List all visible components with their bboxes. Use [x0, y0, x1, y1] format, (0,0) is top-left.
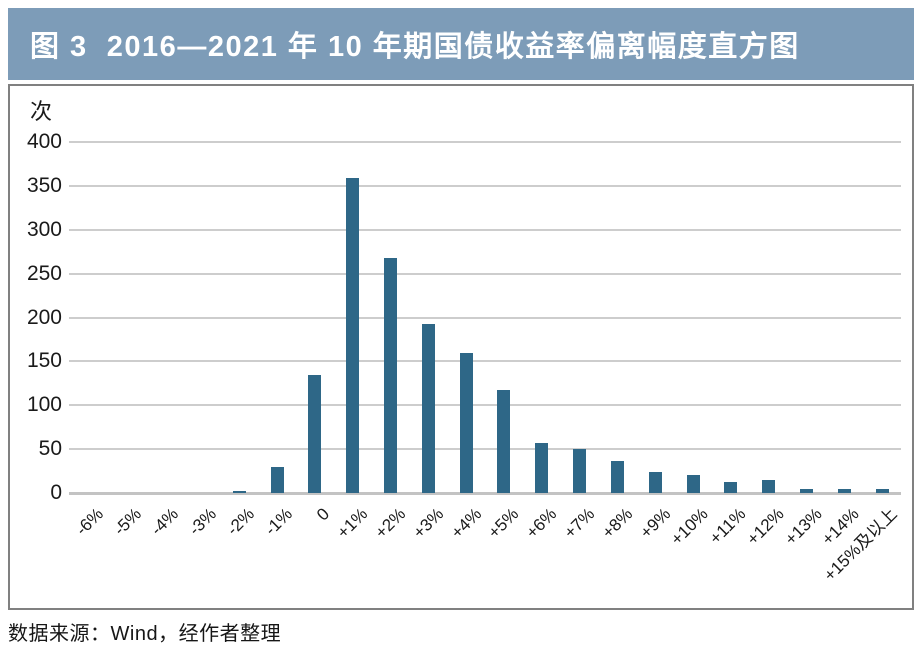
gridline: [69, 272, 901, 275]
x-tick-label: +2%: [371, 504, 410, 543]
bar: [573, 449, 587, 493]
y-tick-label: 400: [26, 130, 62, 153]
bar: [459, 353, 473, 493]
y-axis-unit-label: 次: [30, 99, 53, 124]
y-tick-label: 300: [26, 217, 62, 241]
x-tick-label: -2%: [223, 504, 258, 540]
gridline: [69, 360, 901, 363]
x-tick-label: +11%: [705, 504, 750, 548]
gridline: [69, 228, 901, 231]
y-tick-label: 150: [26, 349, 62, 373]
figure-title: 图 3 2016—2021 年 10 年期国债收益率偏离幅度直方图: [30, 31, 800, 63]
x-tick-label: +7%: [560, 504, 599, 543]
x-tick-label: +6%: [522, 504, 561, 543]
bar: [308, 374, 322, 493]
bar: [497, 390, 511, 493]
y-tick-label: 250: [26, 261, 62, 285]
figure-title-bar: 图 3 2016—2021 年 10 年期国债收益率偏离幅度直方图: [8, 8, 914, 80]
source-note: 数据来源：Wind，经作者整理: [8, 623, 282, 645]
y-tick-label: 350: [26, 173, 62, 197]
chart-container: 次 0 50 100 150 200 250 300 350 400 -6% -5% -4% -3% -2…: [8, 84, 914, 610]
bar: [724, 481, 738, 493]
bar: [270, 466, 284, 493]
x-tick-label: +4%: [446, 504, 485, 543]
bar: [762, 479, 776, 493]
y-tick-label: 0: [50, 481, 62, 504]
x-tick-label: +13%: [780, 504, 826, 549]
x-tick-label: -1%: [260, 504, 296, 540]
bar: [610, 460, 624, 493]
x-tick-label: 0: [313, 504, 334, 525]
x-axis-line: [69, 492, 901, 495]
y-tick-label: 50: [38, 437, 62, 461]
bar: [421, 323, 435, 493]
x-tick-label: +12%: [742, 504, 788, 549]
x-tick-label: +10%: [667, 504, 712, 549]
x-tick-label: -3%: [185, 504, 221, 540]
bar: [346, 177, 360, 493]
bar: [648, 471, 662, 493]
gridline: [69, 448, 901, 451]
y-tick-label: 200: [26, 305, 62, 329]
bar: [837, 489, 851, 493]
bar: [875, 488, 889, 493]
x-tick-label: +1%: [333, 504, 372, 543]
gridline: [69, 141, 901, 143]
bar: [232, 491, 246, 493]
bar: [383, 257, 397, 493]
x-tick-label: -4%: [147, 504, 183, 540]
x-tick-label: +3%: [409, 504, 448, 543]
y-tick-label: 100: [26, 393, 62, 417]
bar: [799, 488, 813, 493]
gridline: [69, 404, 901, 407]
x-tick-label: +5%: [484, 504, 523, 543]
x-tick-label: -5%: [109, 504, 145, 540]
gridline: [69, 184, 901, 187]
x-tick-label: +8%: [598, 504, 637, 543]
x-tick-label: -6%: [71, 504, 107, 540]
bar: [686, 475, 700, 493]
gridline: [69, 316, 901, 319]
bar: [535, 442, 549, 493]
